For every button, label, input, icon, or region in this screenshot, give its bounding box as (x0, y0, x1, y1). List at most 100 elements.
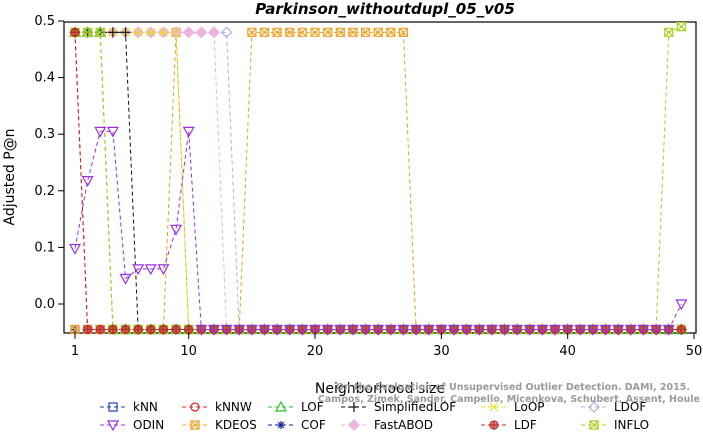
data-point-odin (258, 324, 271, 336)
series-kdeos (70, 27, 686, 335)
legend-item-knnw: kNNW (182, 400, 252, 414)
series-fastabod (69, 26, 688, 336)
data-point-ldf (184, 324, 194, 335)
data-point-kdeos (373, 27, 383, 37)
series-loop (70, 27, 686, 334)
data-point-odin (106, 126, 119, 138)
data-point-odin (271, 324, 284, 336)
data-point-ldf (676, 324, 686, 335)
plot-area (63, 21, 697, 334)
y-tick-label: 0.4 (34, 71, 55, 86)
data-point-odin (662, 324, 675, 336)
data-point-kdeos (285, 27, 295, 37)
data-point-odin (170, 224, 183, 236)
legend-item-ldf: LDF (481, 418, 537, 432)
data-point-ldf (83, 324, 93, 335)
series-line-ldf (74, 32, 682, 330)
data-point-odin (346, 324, 359, 336)
data-point-fastabod (208, 26, 220, 39)
data-point-odin (536, 324, 549, 336)
data-point-loop (171, 27, 181, 37)
data-point-odin (574, 324, 587, 336)
data-point-odin (435, 324, 448, 336)
chart-title: Parkinson_withoutdupl_05_v05 (255, 0, 515, 18)
data-point-ldf (95, 324, 105, 335)
legend-item-kdeos: KDEOS (182, 418, 257, 432)
x-tick-label: 30 (433, 344, 450, 359)
data-point-odin (309, 324, 322, 336)
series-line-simplifiedlof (75, 31, 682, 330)
data-point-odin (283, 324, 296, 336)
legend-swatch-marker (277, 421, 285, 429)
data-point-kdeos (323, 27, 333, 37)
data-point-odin (511, 324, 524, 336)
data-point-ldf (120, 324, 131, 335)
data-point-ldf (133, 324, 143, 335)
data-point-odin (422, 324, 435, 336)
legend-label: COF (301, 418, 326, 432)
data-point-inflo (675, 22, 687, 32)
series-inflo (69, 22, 687, 335)
data-point-kdeos (335, 27, 345, 37)
data-point-odin (220, 324, 233, 336)
legend-label: SimplifiedLOF (374, 400, 456, 414)
data-point-odin (675, 299, 688, 311)
series-line-kdeos (75, 31, 682, 330)
data-point-ldf (108, 324, 118, 335)
series-layer (68, 22, 688, 336)
legend-label: INFLO (614, 418, 649, 432)
legend-item-cof: COF (268, 418, 326, 432)
data-point-odin (460, 324, 473, 336)
axes: 1 10 20 30 40 50 0.0 0.1 0.2 0.3 0.4 0.5 (34, 14, 702, 359)
data-point-ldf (158, 324, 169, 335)
legend-label: LoOP (514, 400, 545, 414)
data-point-odin (245, 324, 258, 336)
series-simplifiedlof (70, 27, 687, 335)
legend: kNN kNNW LOF SimplifiedLOF LoOP LDOF ODIN KDEOS… (100, 400, 649, 432)
data-point-inflo (82, 27, 94, 37)
legend-swatch-marker (106, 420, 120, 432)
series-ldf (70, 27, 686, 335)
data-point-kdeos (348, 27, 358, 37)
legend-item-odin: ODIN (100, 418, 164, 432)
series-line-odin (74, 130, 682, 330)
data-point-kdeos (398, 27, 409, 37)
data-point-odin (498, 324, 511, 336)
data-point-odin (523, 324, 536, 336)
legend-label: LDF (514, 418, 537, 432)
data-point-kdeos (360, 27, 371, 37)
x-tick-label: 10 (180, 344, 197, 359)
data-point-odin (334, 324, 347, 336)
data-point-odin (68, 243, 82, 255)
data-point-ldf (146, 324, 156, 335)
data-point-inflo (663, 27, 675, 37)
data-point-odin (94, 126, 107, 138)
x-tick-label: 1 (71, 344, 79, 359)
legend-item-simplifiedlof: SimplifiedLOF (341, 400, 456, 414)
series-odin (68, 126, 688, 336)
data-point-odin (650, 324, 663, 336)
x-tick-label: 20 (307, 344, 324, 359)
data-point-odin (296, 324, 309, 336)
data-point-simplifiedlof (107, 27, 118, 38)
data-point-odin (132, 264, 145, 276)
data-point-odin (397, 324, 410, 336)
data-point-kdeos (272, 27, 282, 37)
data-point-odin (81, 176, 94, 187)
data-point-odin (447, 324, 460, 336)
legend-swatch-marker (489, 420, 499, 430)
legend-item-fastabod: FastABOD (341, 418, 433, 432)
y-tick-label: 0.1 (34, 240, 55, 255)
data-point-ldof (220, 26, 233, 39)
data-point-ldf (70, 27, 80, 37)
data-point-odin (549, 324, 562, 336)
data-point-odin (372, 324, 385, 336)
data-point-odin (561, 324, 574, 336)
series-line-fastabod (75, 31, 682, 330)
legend-swatch-marker (108, 402, 118, 412)
y-tick-label: 0.2 (34, 184, 55, 199)
data-point-inflo (94, 27, 106, 37)
data-point-odin (119, 273, 132, 285)
watermark-citation: On the Evaluation of Unsupervised Outlie… (336, 382, 690, 393)
legend-swatch-marker (588, 420, 600, 430)
